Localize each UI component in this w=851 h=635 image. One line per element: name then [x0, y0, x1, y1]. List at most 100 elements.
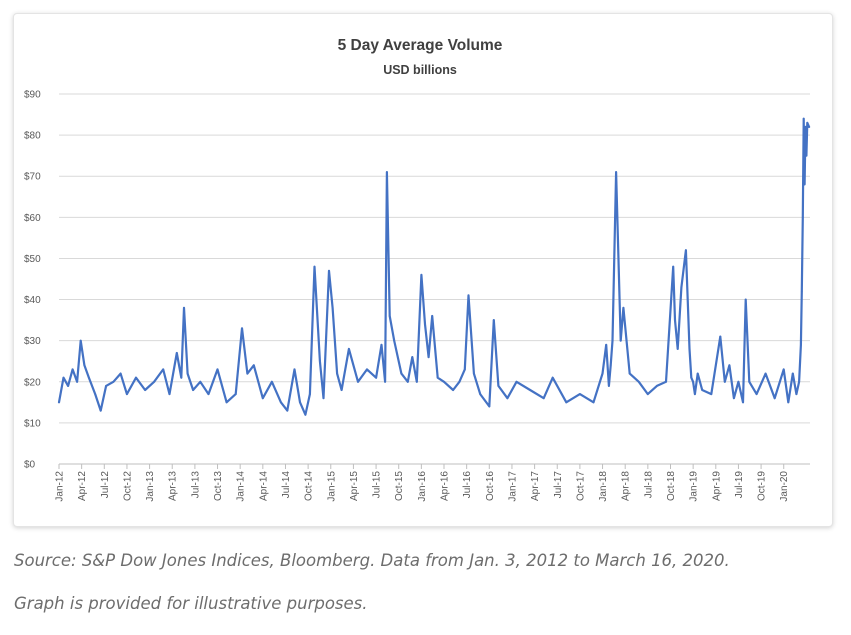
- data-point: [565, 401, 568, 404]
- data-point: [99, 409, 102, 412]
- data-point: [733, 397, 735, 400]
- data-point: [479, 393, 482, 395]
- data-point: [800, 343, 802, 346]
- x-tick-label: Jul-13: [190, 471, 201, 499]
- data-point: [313, 265, 316, 268]
- data-point: [261, 397, 264, 400]
- data-point: [388, 315, 391, 317]
- data-point: [62, 376, 65, 379]
- data-point: [795, 393, 798, 395]
- data-point: [375, 376, 377, 379]
- x-tick-label: Jan-15: [326, 471, 337, 502]
- data-point: [728, 364, 731, 367]
- data-point: [443, 380, 445, 383]
- data-point: [94, 393, 97, 395]
- data-point: [542, 397, 545, 400]
- data-point: [676, 348, 679, 350]
- y-tick-label: $50: [24, 254, 41, 265]
- data-point: [175, 352, 178, 354]
- data-point: [71, 368, 74, 371]
- data-point: [299, 401, 301, 404]
- x-tick-label: Jul-17: [553, 471, 564, 499]
- y-tick-label: $40: [24, 295, 41, 306]
- data-point: [609, 364, 612, 367]
- x-tick-label: Oct-13: [213, 471, 224, 501]
- data-point: [144, 389, 147, 391]
- gridlines: [59, 93, 810, 465]
- data-point: [674, 319, 676, 321]
- data-point: [680, 286, 683, 289]
- data-point: [216, 368, 219, 371]
- x-tick-label: Apr-16: [440, 471, 451, 501]
- data-point: [463, 368, 466, 371]
- data-point: [701, 389, 704, 391]
- data-point: [436, 376, 439, 379]
- data-point: [252, 364, 255, 367]
- chart-card: 5 Day Average Volume USD billions $0 $10 $…: [13, 13, 833, 527]
- y-tick-label: $10: [24, 418, 41, 429]
- x-tick-label: Jan-19: [689, 471, 700, 502]
- line-chart: 5 Day Average Volume USD billions $0$10$…: [24, 37, 811, 502]
- data-point: [153, 380, 156, 383]
- data-point: [782, 368, 785, 371]
- data-point: [293, 368, 296, 371]
- data-point: [331, 306, 334, 309]
- data-point: [180, 376, 183, 379]
- data-point: [808, 126, 810, 128]
- x-tick-label: Jul-14: [281, 471, 292, 499]
- x-tick-label: Apr-19: [711, 471, 722, 501]
- data-point: [225, 401, 228, 404]
- data-point: [611, 339, 614, 342]
- data-point: [723, 380, 726, 383]
- data-point: [386, 171, 388, 174]
- data-point: [286, 409, 289, 412]
- data-point: [452, 389, 454, 391]
- y-tick-label: $20: [24, 377, 41, 388]
- y-tick-label: $30: [24, 336, 41, 347]
- data-point: [710, 393, 713, 395]
- x-tick-label: Apr-13: [168, 471, 179, 501]
- data-point: [183, 306, 185, 309]
- x-tick-label: Jul-18: [643, 471, 654, 499]
- data-point: [492, 319, 495, 321]
- data-point: [804, 126, 807, 128]
- x-tick-label: Apr-14: [258, 471, 269, 501]
- data-point: [619, 339, 622, 342]
- data-point: [340, 389, 343, 391]
- data-point: [696, 372, 699, 375]
- data-point: [58, 401, 60, 404]
- data-point: [415, 380, 418, 383]
- chart-subtitle: USD billions: [383, 63, 457, 77]
- data-point: [497, 385, 500, 387]
- data-point: [406, 380, 409, 383]
- data-point: [755, 393, 758, 395]
- data-point: [400, 372, 403, 375]
- data-point: [168, 393, 171, 395]
- data-point: [234, 393, 237, 395]
- data-point: [685, 249, 687, 252]
- data-point: [615, 171, 617, 174]
- data-point: [427, 356, 430, 358]
- data-point: [742, 401, 744, 404]
- data-point: [488, 405, 491, 408]
- x-tick-label: Jan-20: [779, 471, 790, 502]
- data-point: [806, 121, 809, 124]
- data-point: [805, 154, 808, 157]
- data-point: [690, 376, 693, 379]
- data-point: [688, 348, 691, 350]
- data-point: [798, 380, 800, 383]
- data-point: [322, 397, 325, 400]
- data-point: [304, 413, 307, 416]
- data-point: [608, 385, 610, 387]
- data-point: [186, 372, 189, 375]
- data-point: [88, 376, 90, 379]
- x-tick-label: Oct-16: [485, 471, 496, 501]
- x-tick-label: Oct-12: [122, 471, 133, 501]
- data-point: [319, 360, 321, 363]
- x-tick-label: Jan-17: [507, 471, 518, 502]
- data-point: [192, 389, 195, 391]
- x-tick-label: Oct-19: [757, 471, 768, 501]
- data-point: [420, 274, 423, 276]
- data-point: [207, 393, 210, 395]
- series-layer: [57, 117, 811, 416]
